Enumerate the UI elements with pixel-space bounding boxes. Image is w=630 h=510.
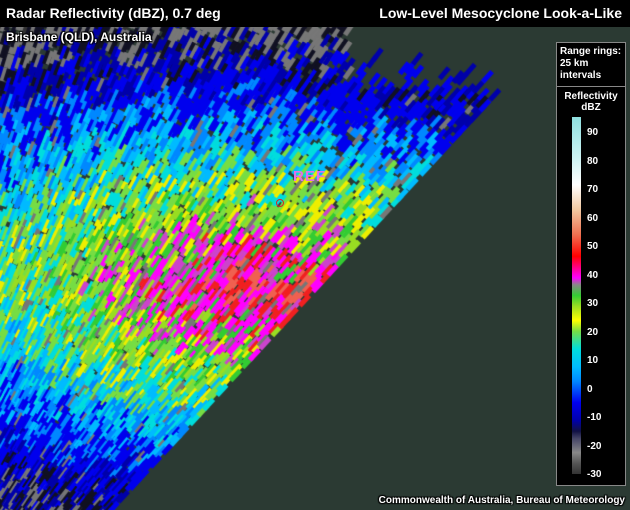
legend-tick: 60 [587, 212, 599, 224]
ref-marker-label: REF [293, 168, 326, 185]
radar-location: Brisbane (QLD), Australia [6, 30, 152, 44]
legend-tick: 30 [587, 298, 599, 309]
feature-title: Low-Level Mesocyclone Look-a-Like [379, 5, 622, 21]
legend-tick: -30 [587, 469, 602, 480]
legend-tick: 90 [587, 127, 599, 138]
legend-tick: 40 [587, 269, 599, 281]
legend-tick: 0 [587, 383, 593, 395]
legend-tick: 10 [587, 355, 599, 366]
legend-title: Reflectivity dBZ [564, 91, 618, 113]
legend: Range rings: 25 km intervals Reflectivit… [556, 42, 626, 486]
legend-tick: 50 [587, 241, 599, 252]
range-rings-note: Range rings: 25 km intervals [557, 43, 625, 87]
legend-tick: 20 [587, 326, 599, 338]
color-scale-bar [572, 117, 581, 474]
title-bar: Radar Reflectivity (dBZ), 0.7 deg Low-Le… [0, 0, 630, 27]
legend-tick: -20 [587, 440, 602, 452]
product-title: Radar Reflectivity (dBZ), 0.7 deg [6, 5, 221, 21]
legend-tick: -10 [587, 412, 602, 423]
copyright: Commonwealth of Australia, Bureau of Met… [378, 495, 625, 506]
feature-marker-icon [276, 199, 284, 207]
legend-tick: 70 [587, 184, 599, 195]
legend-tick: 80 [587, 155, 599, 167]
